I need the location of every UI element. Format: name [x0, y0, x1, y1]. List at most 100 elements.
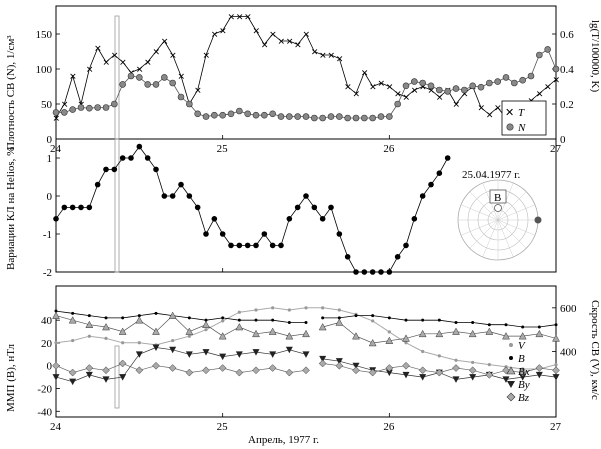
top-legend: ✕ T N — [501, 100, 547, 136]
point-T: ✕ — [486, 110, 494, 120]
point-N — [336, 113, 343, 120]
point-T: ✕ — [419, 82, 427, 92]
point-N — [52, 109, 60, 116]
point-T: ✕ — [361, 68, 369, 78]
point-Bz — [268, 364, 277, 372]
point-By — [285, 346, 293, 354]
point-Bx — [518, 332, 527, 340]
y2-tick-label: 0 — [560, 134, 566, 146]
point-N — [344, 114, 351, 122]
point-Bx — [385, 336, 394, 344]
point-Bx — [368, 338, 377, 347]
point-By — [85, 371, 93, 379]
point-N — [194, 110, 201, 118]
point-kl — [319, 216, 326, 222]
panel-middle: -2 -1 0 1 Вариации КЛ на Helios, % 25.04.19… — [5, 138, 557, 279]
point-T: ✕ — [161, 37, 169, 47]
top-legend-t: T — [518, 107, 525, 119]
point-N — [552, 65, 560, 73]
y2-tick-label: 0.2 — [560, 99, 574, 111]
point-Bz — [218, 364, 227, 372]
point-kl — [403, 242, 409, 249]
point-By — [169, 346, 177, 354]
top-legend-x-icon: ✕ — [505, 107, 514, 119]
inset-spokes — [458, 180, 538, 260]
point-B — [387, 316, 391, 320]
point-kl — [361, 269, 368, 275]
point-kl — [69, 204, 76, 211]
point-N — [377, 113, 385, 120]
point-kl — [278, 242, 284, 249]
legend-by-icon — [507, 381, 515, 388]
point-V — [71, 338, 75, 343]
point-Bx — [318, 322, 327, 331]
point-kl — [119, 155, 126, 161]
inset-spoke — [497, 219, 536, 236]
point-Bz — [68, 368, 77, 377]
top-legend-n: N — [517, 122, 526, 134]
point-kl — [311, 204, 318, 211]
point-B — [237, 318, 241, 322]
point-N — [436, 86, 443, 94]
point-T: ✕ — [119, 58, 127, 68]
top-series: ✕✕✕✕✕✕✕✕✕✕✕✕✕✕✕✕✕ ✕✕ ✕ ✕✕✕✕✕ ✕ ✕✕✕ ✕ ✕ ✕✕✕✕✕ ✕ ✕✕ ✕… — [53, 12, 561, 124]
point-N — [402, 82, 410, 90]
series-line-B — [55, 310, 557, 328]
point-T: ✕ — [286, 37, 294, 47]
point-V — [187, 334, 191, 338]
point-Bx — [352, 332, 360, 340]
point-T: ✕ — [69, 72, 77, 82]
point-N — [94, 104, 101, 111]
point-B — [87, 314, 91, 318]
point-T: ✕ — [536, 89, 544, 99]
point-kl — [328, 204, 334, 211]
point-Bx — [502, 332, 510, 340]
point-T: ✕ — [61, 100, 69, 110]
point-V — [454, 358, 458, 362]
point-By — [235, 351, 243, 358]
point-T: ✕ — [236, 12, 244, 22]
point-By — [119, 374, 127, 381]
point-N — [386, 113, 393, 120]
point-T: ✕ — [136, 65, 144, 75]
point-V — [287, 308, 291, 312]
point-Bz — [252, 366, 260, 375]
point-V — [87, 334, 91, 338]
point-B — [104, 316, 108, 320]
point-N — [461, 86, 468, 94]
point-Bz — [402, 361, 410, 370]
point-By — [252, 349, 260, 356]
x-tick-label: 25 — [217, 143, 229, 155]
x-tick-label: 27 — [550, 421, 562, 433]
point-By — [319, 355, 327, 363]
point-T: ✕ — [219, 26, 227, 36]
point-By — [269, 351, 277, 358]
point-T: ✕ — [86, 65, 94, 75]
point-N — [111, 100, 118, 108]
point-N — [469, 82, 476, 90]
point-Bx — [252, 329, 260, 338]
bottom-legend: V B Bx By Bz — [506, 340, 530, 404]
point-Bz — [318, 359, 327, 368]
point-V — [387, 330, 391, 334]
point-B — [187, 316, 191, 320]
point-V — [254, 308, 258, 312]
point-kl — [94, 181, 101, 188]
y-tick-label: 0 — [47, 191, 53, 203]
point-Bx — [268, 327, 277, 335]
inset-spoke — [469, 191, 499, 221]
point-B — [421, 318, 425, 322]
legend-bz: Bz — [518, 392, 530, 404]
point-V — [404, 341, 408, 345]
point-B — [321, 316, 325, 320]
point-Bz — [452, 364, 460, 372]
point-By — [402, 371, 410, 379]
point-kl — [153, 166, 159, 173]
point-Bx — [302, 329, 310, 338]
point-Bz — [152, 361, 160, 370]
y-tick-label: 150 — [36, 29, 53, 41]
point-Bx — [452, 327, 460, 335]
point-Bx — [152, 327, 160, 335]
bottom-y-label: ММП (B), нТл — [5, 344, 17, 412]
